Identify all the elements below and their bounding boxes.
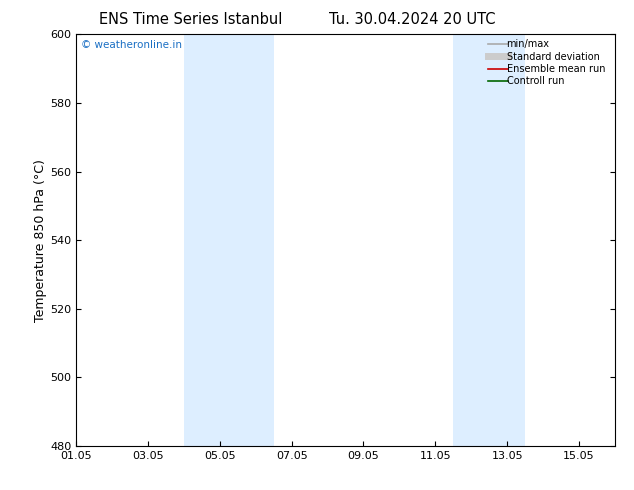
Text: © weatheronline.in: © weatheronline.in xyxy=(81,41,183,50)
Legend: min/max, Standard deviation, Ensemble mean run, Controll run: min/max, Standard deviation, Ensemble me… xyxy=(486,37,612,88)
Bar xyxy=(453,34,525,446)
Text: Tu. 30.04.2024 20 UTC: Tu. 30.04.2024 20 UTC xyxy=(329,12,495,27)
Text: ENS Time Series Istanbul: ENS Time Series Istanbul xyxy=(98,12,282,27)
Bar xyxy=(184,34,274,446)
Y-axis label: Temperature 850 hPa (°C): Temperature 850 hPa (°C) xyxy=(34,159,47,321)
